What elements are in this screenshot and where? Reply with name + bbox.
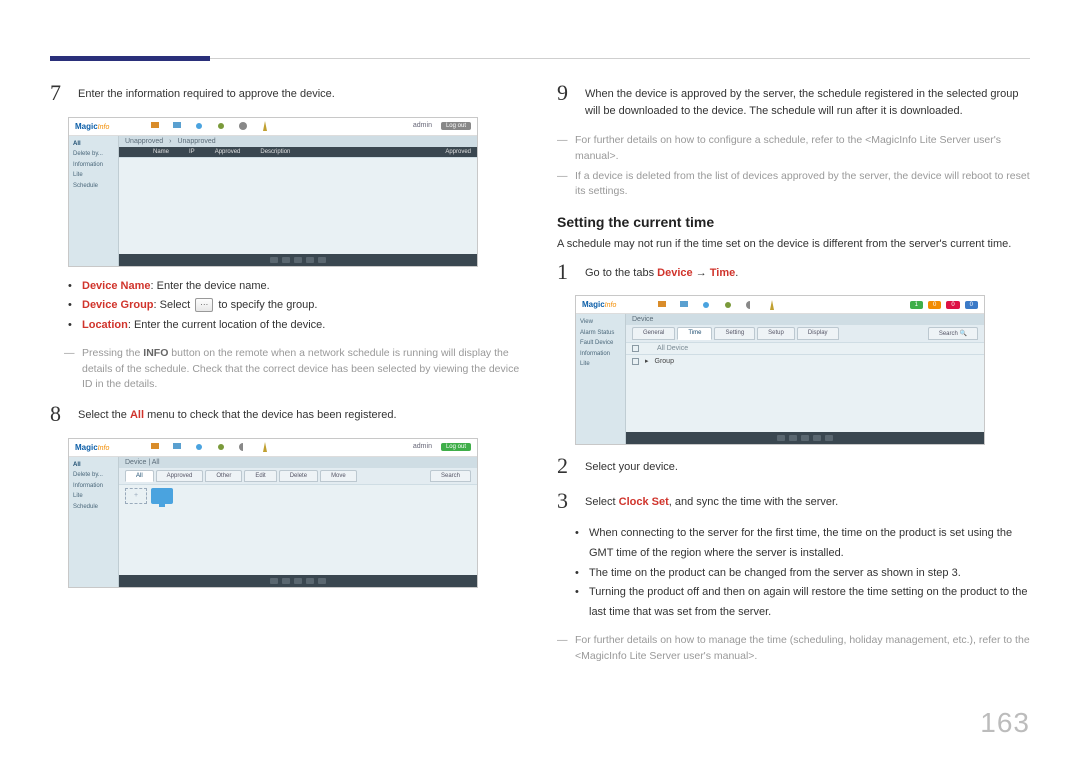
- step-number: 2: [557, 455, 575, 482]
- step-number: 1: [557, 261, 575, 288]
- time-bullets: When connecting to the server for the fi…: [575, 524, 1030, 623]
- bullet-device-name: Device Name: Enter the device name.: [68, 277, 523, 297]
- step-7: 7 Enter the information required to appr…: [50, 82, 523, 109]
- step-3: 3 Select Clock Set, and sync the time wi…: [557, 490, 1030, 517]
- step-text: Select the All menu to check that the de…: [78, 407, 397, 424]
- note: If a device is deleted from the list of …: [561, 169, 1030, 201]
- bullet-location: Location: Enter the current location of …: [68, 316, 523, 336]
- step9-notes: For further details on how to configure …: [561, 133, 1030, 200]
- step-1: 1 Go to the tabs Device → Time.: [557, 261, 1030, 288]
- step-body: Enter the information required to approv…: [78, 82, 335, 109]
- step-body: Select Clock Set, and sync the time with…: [585, 490, 838, 517]
- bullet: The time on the product can be changed f…: [575, 564, 1030, 584]
- step-body: Go to the tabs Device → Time.: [585, 261, 738, 288]
- step-text: Enter the information required to approv…: [78, 86, 335, 103]
- step-text: When the device is approved by the serve…: [585, 86, 1030, 119]
- note: For further details on how to configure …: [561, 133, 1030, 165]
- left-column: 7 Enter the information required to appr…: [50, 82, 523, 674]
- two-column-layout: 7 Enter the information required to appr…: [50, 82, 1030, 674]
- time-note: For further details on how to manage the…: [561, 633, 1030, 665]
- step-number: 7: [50, 82, 68, 109]
- manual-page: { "page_number": "163", "accent_color": …: [0, 0, 1080, 763]
- screenshot-approve-device: MagicInfo admin Log out All Delete: [68, 117, 478, 267]
- step-number: 9: [557, 82, 575, 125]
- step-number: 8: [50, 403, 68, 430]
- screenshot-device-registered: MagicInfo admin Log out All Delete: [68, 438, 478, 588]
- bullet: When connecting to the server for the fi…: [575, 524, 1030, 564]
- step-body: Select the All menu to check that the de…: [78, 403, 397, 430]
- step-2: 2 Select your device.: [557, 455, 1030, 482]
- step-8: 8 Select the All menu to check that the …: [50, 403, 523, 430]
- section-intro: A schedule may not run if the time set o…: [557, 236, 1030, 253]
- step-9: 9 When the device is approved by the ser…: [557, 82, 1030, 125]
- page-number: 163: [980, 707, 1030, 739]
- step7-note: Pressing the INFO button on the remote w…: [68, 346, 523, 393]
- step-body: When the device is approved by the serve…: [585, 82, 1030, 125]
- step7-bullets: Device Name: Enter the device name. Devi…: [68, 277, 523, 336]
- bullet: Turning the product off and then on agai…: [575, 583, 1030, 623]
- step-body: Select your device.: [585, 455, 678, 482]
- header-accent: [50, 56, 210, 61]
- step-number: 3: [557, 490, 575, 517]
- step-text: Go to the tabs Device → Time.: [585, 265, 738, 282]
- note-info-button: Pressing the INFO button on the remote w…: [68, 346, 523, 393]
- screenshot-device-time: MagicInfo 1000 View Alarm Status Fa: [575, 295, 985, 445]
- right-column: 9 When the device is approved by the ser…: [557, 82, 1030, 674]
- step-text: Select your device.: [585, 459, 678, 476]
- step-text: Select Clock Set, and sync the time with…: [585, 494, 838, 511]
- ellipsis-button-icon: ⋯: [195, 298, 213, 312]
- note: For further details on how to manage the…: [561, 633, 1030, 665]
- section-heading: Setting the current time: [557, 214, 1030, 230]
- bullet-device-group: Device Group: Select ⋯ to specify the gr…: [68, 296, 523, 316]
